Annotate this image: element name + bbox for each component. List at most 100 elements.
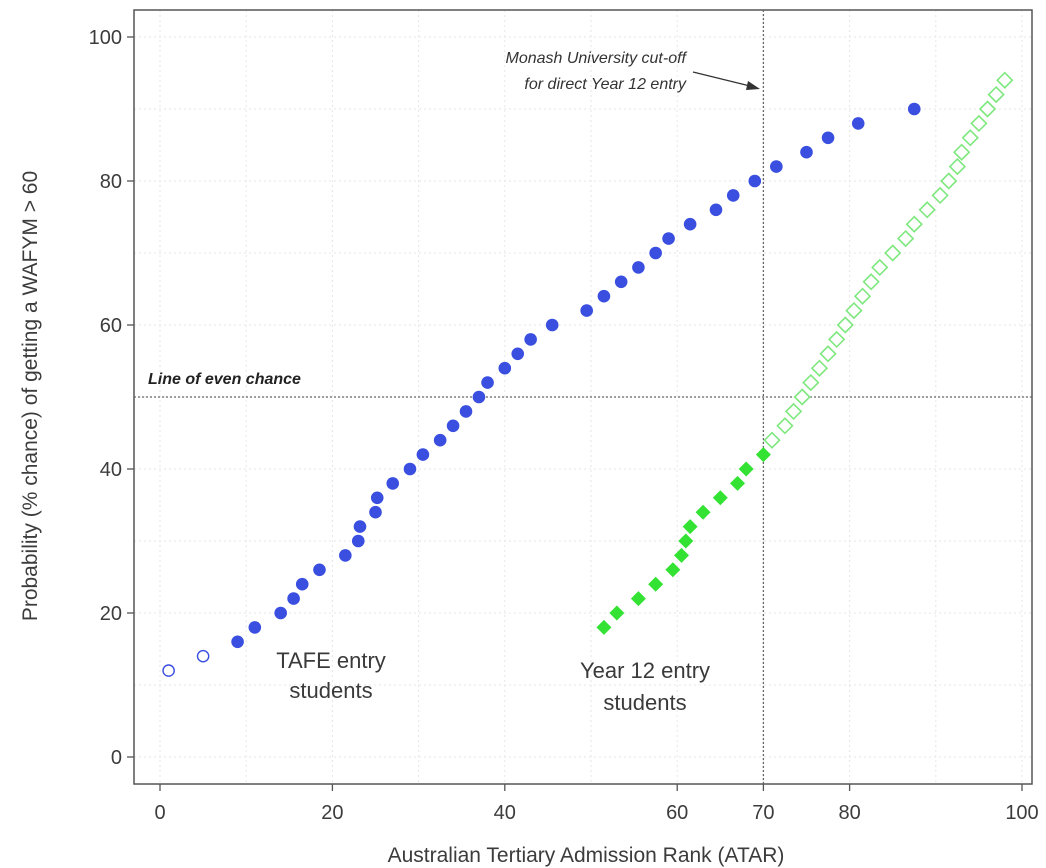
tafe-point — [248, 621, 262, 634]
year12-point — [948, 157, 966, 176]
x-tick-label: 100 — [1005, 802, 1038, 824]
year12-point — [755, 447, 771, 463]
year12-label-line2: students — [603, 690, 686, 715]
cutoff-annotation-line2: for direct Year 12 entry — [524, 76, 687, 93]
year12-point — [862, 273, 880, 291]
x-axis-title: Australian Tertiary Admission Rank (ATAR… — [388, 844, 785, 867]
tafe-point — [446, 419, 460, 433]
data-points — [162, 71, 1014, 677]
year12-point — [845, 301, 863, 320]
tafe-point — [295, 577, 309, 591]
tafe-point — [498, 361, 512, 375]
year12-point — [819, 345, 837, 363]
tafe-point — [649, 246, 662, 260]
year12-point — [648, 576, 664, 592]
year12-point — [695, 504, 711, 520]
tafe-point — [580, 304, 593, 317]
x-tick-label: 0 — [154, 802, 165, 824]
year12-point — [905, 215, 923, 233]
year12-point — [836, 316, 854, 334]
tafe-point — [287, 592, 300, 605]
year12-label-line1: Year 12 entry — [580, 658, 710, 683]
axes: 0 20 40 60 80 100 0 20 40 60 70 80 100 — [89, 27, 1039, 824]
year12-point — [678, 533, 694, 549]
tafe-point — [196, 649, 210, 663]
tafe-point — [748, 174, 762, 188]
tafe-point — [545, 318, 559, 332]
year12-point — [871, 258, 889, 277]
year12-point — [776, 417, 794, 435]
year12-point — [674, 547, 690, 563]
year12-point — [828, 330, 846, 349]
tafe-point — [459, 405, 473, 418]
year12-point — [961, 129, 979, 147]
x-tick-label: 60 — [666, 802, 688, 824]
year12-point — [596, 619, 612, 635]
year12-point — [918, 201, 936, 219]
tafe-point — [353, 520, 367, 533]
tafe-point — [907, 102, 921, 116]
x-tick-label: 20 — [321, 802, 343, 824]
tafe-point — [524, 333, 537, 346]
cutoff-annotation-line1: Monash University cut-off — [505, 50, 687, 67]
reference-lines — [134, 10, 1032, 784]
tafe-label-line1: TAFE entry — [276, 648, 386, 673]
year12-point — [896, 229, 915, 248]
y-tick-label: 60 — [100, 315, 122, 337]
year12-point — [987, 85, 1005, 104]
year12-point — [953, 143, 971, 161]
y-tick-label: 80 — [100, 171, 122, 193]
cutoff-arrow — [692, 71, 760, 90]
y-tick-label: 0 — [111, 747, 122, 769]
year12-point — [802, 373, 820, 392]
year12-point — [630, 591, 646, 607]
tafe-point — [369, 505, 382, 519]
y-tick-label: 40 — [100, 459, 122, 481]
year12-point — [738, 461, 754, 477]
y-axis-title: Probability (% chance) of getting a WAFY… — [19, 171, 42, 621]
x-tick-label: 70 — [752, 802, 774, 824]
year12-point — [996, 71, 1014, 89]
tafe-point — [351, 534, 365, 548]
tafe-label-line2: students — [289, 678, 372, 703]
year12-point — [784, 402, 803, 421]
tafe-point — [632, 261, 645, 274]
tafe-point — [662, 232, 675, 245]
tafe-point — [851, 117, 865, 130]
tafe-point — [403, 462, 417, 476]
tafe-point — [433, 433, 447, 447]
tafe-point — [597, 289, 611, 303]
tafe-point — [416, 448, 430, 461]
tafe-point — [313, 563, 326, 577]
year12-point — [884, 244, 902, 262]
tafe-point — [683, 217, 697, 231]
year12-point — [730, 475, 746, 491]
tafe-point — [386, 477, 400, 490]
even-chance-label: Line of even chance — [148, 371, 301, 388]
tafe-point — [481, 376, 494, 389]
tafe-point — [231, 635, 244, 649]
year12-point — [940, 172, 958, 190]
x-tick-label: 80 — [838, 802, 860, 824]
year12-point — [853, 287, 872, 305]
tafe-point — [339, 549, 352, 562]
year12-point — [609, 605, 625, 621]
tafe-point — [274, 606, 287, 620]
tafe-point — [821, 131, 835, 145]
year12-point — [665, 562, 681, 578]
y-tick-label: 100 — [89, 27, 122, 49]
x-tick-label: 40 — [494, 802, 516, 824]
year12-point — [931, 186, 949, 205]
tafe-point — [770, 160, 783, 173]
year12-point — [978, 100, 997, 118]
year12-point — [682, 519, 698, 535]
tafe-point — [370, 491, 384, 505]
tafe-point — [726, 189, 740, 202]
tafe-point — [472, 390, 486, 404]
tafe-point — [800, 145, 813, 159]
tafe-point — [162, 664, 175, 677]
tafe-point — [511, 347, 525, 361]
tafe-point — [614, 275, 628, 289]
y-tick-label: 20 — [100, 603, 122, 625]
